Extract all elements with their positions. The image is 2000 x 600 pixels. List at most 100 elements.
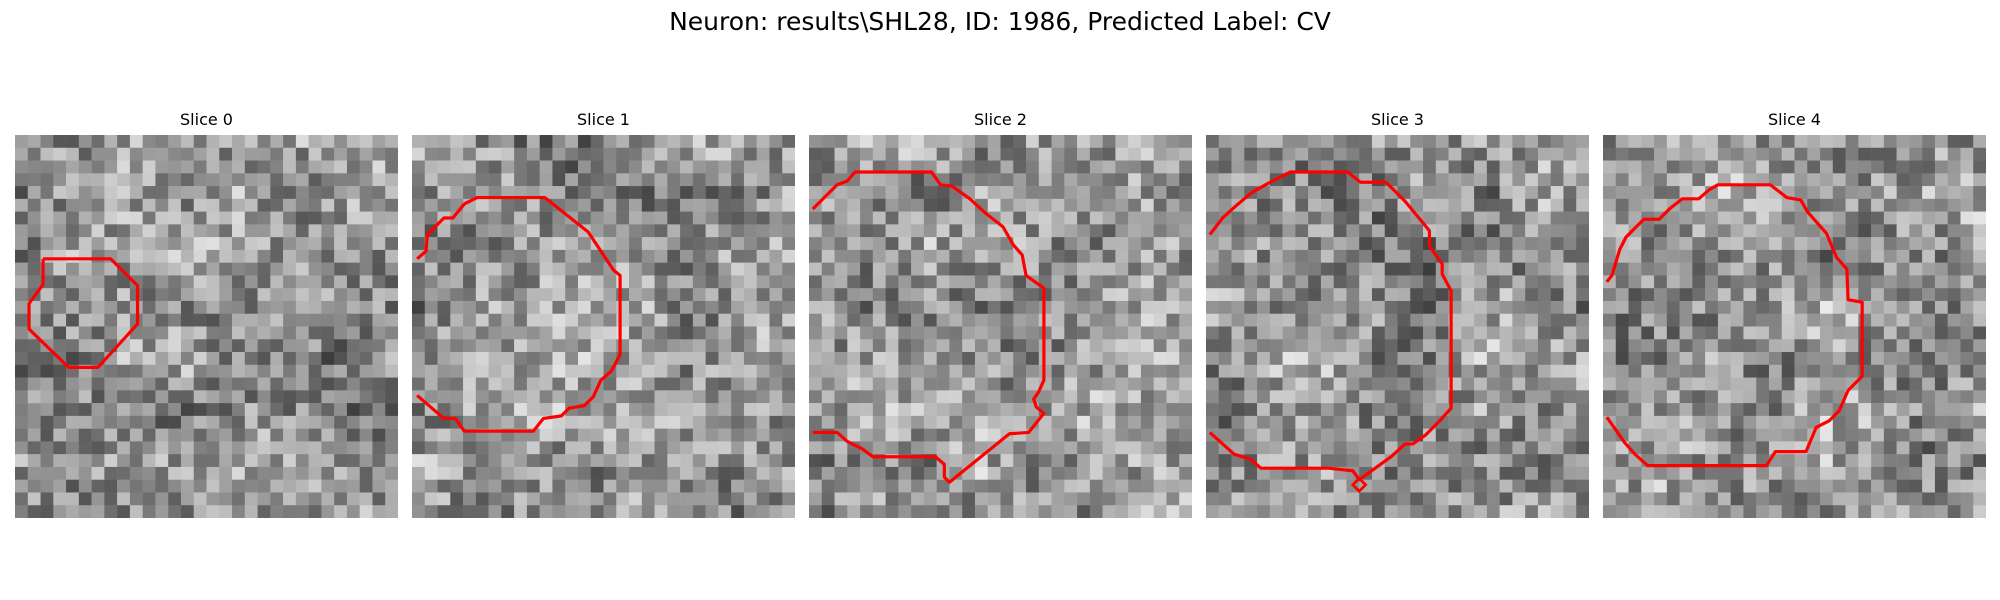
noise-pixel — [911, 364, 925, 378]
noise-pixel — [1499, 326, 1513, 340]
noise-pixel — [1359, 198, 1373, 212]
noise-pixel — [949, 339, 963, 353]
noise-pixel — [565, 364, 579, 378]
noise-pixel — [743, 428, 757, 442]
noise-pixel — [321, 403, 335, 417]
noise-pixel — [1768, 288, 1782, 302]
noise-pixel — [346, 300, 360, 314]
noise-pixel — [1512, 173, 1526, 187]
noise-pixel — [1909, 262, 1923, 276]
noise-pixel — [488, 211, 502, 225]
noise-pixel — [1038, 237, 1052, 251]
noise-pixel — [283, 428, 297, 442]
noise-pixel — [1692, 147, 1706, 161]
noise-pixel — [295, 288, 309, 302]
noise-pixel — [1692, 224, 1706, 238]
noise-pixel — [667, 275, 681, 289]
noise-pixel — [1679, 300, 1693, 314]
noise-pixel — [1257, 403, 1271, 417]
noise-pixel — [437, 403, 451, 417]
noise-pixel — [629, 211, 643, 225]
noise-pixel — [667, 249, 681, 263]
noise-pixel — [974, 211, 988, 225]
noise-pixel — [847, 415, 861, 429]
noise-pixel — [66, 415, 80, 429]
noise-pixel — [1960, 288, 1974, 302]
noise-pixel — [424, 211, 438, 225]
noise-pixel — [1244, 173, 1258, 187]
noise-pixel — [1140, 428, 1154, 442]
noise-pixel — [1089, 160, 1103, 174]
noise-pixel — [53, 173, 67, 187]
noise-pixel — [756, 275, 770, 289]
noise-pixel — [885, 377, 899, 391]
noise-pixel — [782, 364, 795, 378]
noise-pixel — [1140, 441, 1154, 455]
noise-pixel — [321, 352, 335, 366]
noise-pixel — [232, 262, 246, 276]
noise-pixel — [1064, 262, 1078, 276]
noise-pixel — [15, 390, 29, 404]
noise-pixel — [692, 160, 706, 174]
noise-pixel — [911, 326, 925, 340]
noise-pixel — [782, 352, 795, 366]
noise-pixel — [809, 288, 823, 302]
noise-pixel — [1499, 415, 1513, 429]
noise-pixel — [1257, 300, 1271, 314]
noise-pixel — [782, 454, 795, 468]
noise-pixel — [1756, 211, 1770, 225]
noise-pixel — [1896, 186, 1910, 200]
noise-pixel — [385, 505, 398, 518]
noise-pixel — [463, 186, 477, 200]
noise-pixel — [1654, 390, 1668, 404]
noise-pixel — [1525, 160, 1539, 174]
noise-pixel — [1730, 186, 1744, 200]
noise-pixel — [603, 454, 617, 468]
noise-pixel — [1896, 415, 1910, 429]
noise-pixel — [552, 326, 566, 340]
noise-pixel — [654, 300, 668, 314]
noise-pixel — [1179, 364, 1192, 378]
noise-pixel — [1295, 326, 1309, 340]
noise-pixel — [1435, 441, 1449, 455]
noise-pixel — [1858, 186, 1872, 200]
noise-pixel — [1244, 441, 1258, 455]
noise-pixel — [180, 224, 194, 238]
noise-pixel — [129, 224, 143, 238]
noise-pixel — [1102, 288, 1116, 302]
noise-pixel — [743, 147, 757, 161]
noise-pixel — [117, 288, 131, 302]
noise-pixel — [936, 275, 950, 289]
noise-pixel — [680, 211, 694, 225]
noise-pixel — [437, 441, 451, 455]
noise-pixel — [1820, 377, 1834, 391]
noise-pixel — [1333, 211, 1347, 225]
noise-pixel — [526, 198, 540, 212]
noise-pixel — [821, 147, 835, 161]
noise-pixel — [501, 403, 515, 417]
noise-pixel — [334, 377, 348, 391]
noise-pixel — [1461, 249, 1475, 263]
noise-pixel — [526, 160, 540, 174]
noise-pixel — [321, 275, 335, 289]
noise-pixel — [847, 492, 861, 506]
noise-pixel — [616, 390, 630, 404]
noise-pixel — [412, 352, 426, 366]
noise-pixel — [27, 198, 41, 212]
noise-pixel — [1153, 288, 1167, 302]
noise-pixel — [1603, 326, 1617, 340]
noise-pixel — [424, 441, 438, 455]
noise-pixel — [809, 479, 823, 493]
noise-pixel — [1896, 249, 1910, 263]
noise-pixel — [692, 352, 706, 366]
noise-pixel — [539, 339, 553, 353]
noise-pixel — [1269, 249, 1283, 263]
noise-pixel — [590, 288, 604, 302]
noise-pixel — [565, 160, 579, 174]
noise-pixel — [1883, 211, 1897, 225]
noise-pixel — [692, 186, 706, 200]
noise-pixel — [1832, 377, 1846, 391]
noise-pixel — [1550, 326, 1564, 340]
contour-line — [27, 257, 140, 369]
noise-pixel — [974, 160, 988, 174]
